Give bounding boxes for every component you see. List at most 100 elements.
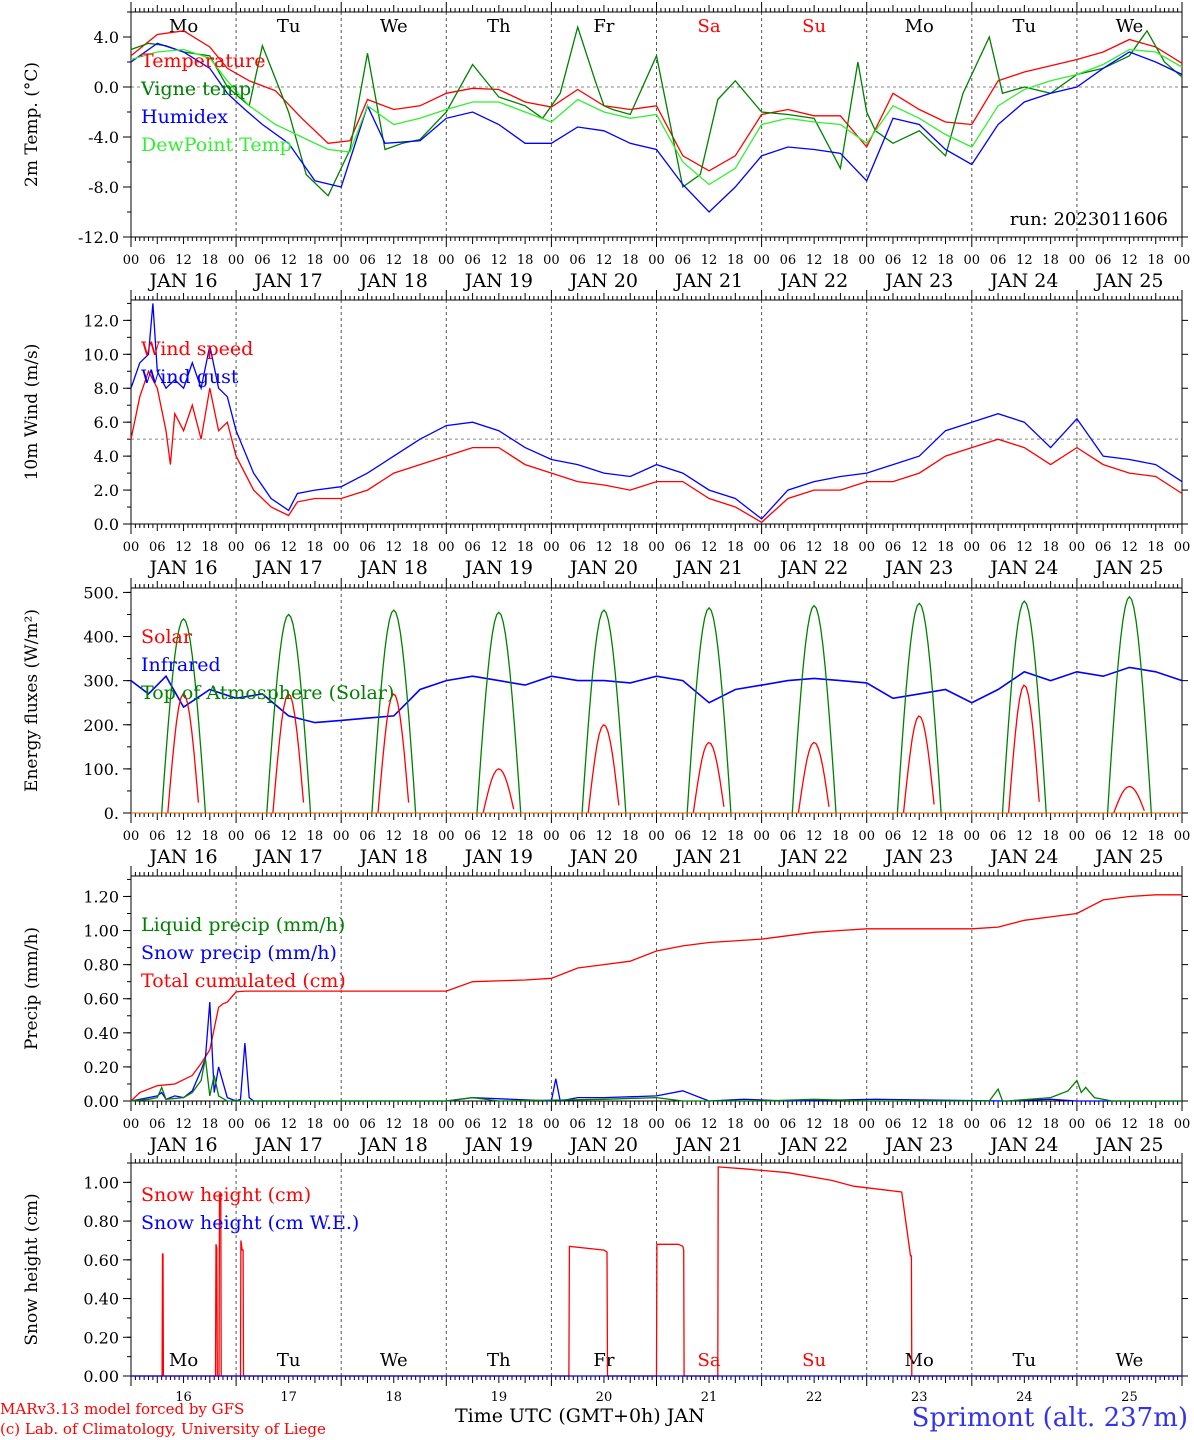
y-tick-label: -12.0 [78, 228, 119, 247]
hour-label: 12 [806, 253, 823, 268]
hour-label: 06 [885, 540, 902, 555]
legend-entry: Temperature [141, 50, 265, 72]
weekday-label: Mo [905, 16, 934, 37]
y-tick-label: 0.40 [83, 1290, 119, 1309]
hour-label: 00 [1069, 829, 1086, 844]
y-tick-label: -4.0 [88, 128, 119, 147]
series-toa-day-1 [161, 617, 207, 814]
y-tick-label: 0.80 [83, 1212, 119, 1231]
series-solar-day-9 [1007, 684, 1040, 814]
legend-entry: Wind speed [141, 338, 253, 360]
series-toa-day-6 [686, 606, 732, 814]
hour-label: 00 [753, 1117, 770, 1132]
hour-label: 06 [149, 1117, 166, 1132]
hour-label: 12 [701, 540, 718, 555]
hour-label: 00 [543, 253, 560, 268]
day-label: JAN 17 [253, 557, 323, 579]
hour-label: 12 [596, 829, 613, 844]
y-axis-title: Snow height (cm) [22, 1193, 42, 1345]
hour-label: 00 [123, 253, 140, 268]
y-tick-label: 0.0 [94, 515, 119, 534]
series-wind-gust [130, 303, 1183, 520]
hour-label: 12 [385, 253, 402, 268]
weekday-label: Sa [698, 16, 721, 37]
panel-2: 12.0 10.0 8.0 6.0 4.0 2.0 0.0 10m Wind (m/s) 00 0… [22, 290, 1190, 579]
hour-label: 12 [175, 253, 192, 268]
series-toa-day-3 [371, 609, 417, 814]
weekday-label: We [1116, 1350, 1144, 1371]
hour-label: 12 [1016, 829, 1033, 844]
weekday-label: Fr [593, 1350, 614, 1371]
hour-label: 18 [307, 253, 324, 268]
hour-label: 18 [412, 253, 429, 268]
series-liquid-precip-mm-h- [130, 1058, 1182, 1102]
hour-label: 18 [622, 829, 639, 844]
day-label: JAN 22 [778, 1134, 848, 1156]
plot-frame [130, 299, 1183, 525]
day-number: 21 [701, 1390, 718, 1405]
series-toa-day-8 [896, 602, 942, 814]
hour-label: 12 [596, 540, 613, 555]
hour-label: 06 [1095, 829, 1112, 844]
hour-label: 12 [701, 253, 718, 268]
hour-label: 18 [937, 1117, 954, 1132]
hour-label: 00 [438, 829, 455, 844]
day-number: 24 [1016, 1390, 1033, 1405]
hour-label: 00 [228, 1117, 245, 1132]
series-vigne-temp [130, 24, 1183, 197]
hour-label: 18 [727, 829, 744, 844]
hour-label: 06 [1095, 540, 1112, 555]
day-label: JAN 21 [673, 557, 743, 579]
hour-label: 06 [359, 829, 376, 844]
hour-label: 06 [569, 1117, 586, 1132]
day-label: JAN 25 [1093, 557, 1163, 579]
hour-label: 00 [964, 1117, 981, 1132]
hour-label: 18 [832, 540, 849, 555]
day-number: 22 [806, 1390, 823, 1405]
series-toa-day-9 [1001, 600, 1047, 814]
hour-label: 06 [885, 1117, 902, 1132]
hour-label: 18 [832, 253, 849, 268]
hour-label: 18 [622, 540, 639, 555]
hour-label: 00 [964, 829, 981, 844]
hour-label: 12 [911, 540, 928, 555]
series-solar-day-2 [272, 693, 305, 814]
y-tick-label: 0.20 [83, 1058, 119, 1077]
hour-label: 12 [491, 829, 508, 844]
credits-line-2: (c) Lab. of Climatology, University of L… [0, 1420, 326, 1438]
day-number: 25 [1121, 1390, 1138, 1405]
series-toa-day-7 [791, 604, 837, 814]
hour-label: 06 [990, 540, 1007, 555]
hour-label: 06 [464, 1117, 481, 1132]
hour-label: 12 [911, 253, 928, 268]
hour-label: 00 [228, 829, 245, 844]
hour-label: 18 [517, 253, 534, 268]
day-label: JAN 18 [358, 1134, 428, 1156]
day-label: JAN 19 [463, 1134, 533, 1156]
day-label: JAN 23 [883, 557, 953, 579]
hour-label: 06 [780, 1117, 797, 1132]
hour-label: 00 [228, 540, 245, 555]
hour-label: 18 [517, 829, 534, 844]
legend-entry: Snow height (cm) [141, 1184, 311, 1206]
hour-label: 18 [727, 540, 744, 555]
hour-label: 06 [675, 1117, 692, 1132]
weekday-label: Mo [905, 1350, 934, 1371]
hour-label: 12 [175, 540, 192, 555]
hour-label: 00 [858, 540, 875, 555]
hour-label: 18 [307, 1117, 324, 1132]
day-number: 20 [596, 1390, 613, 1405]
hour-label: 12 [280, 253, 297, 268]
day-label: JAN 23 [883, 1134, 953, 1156]
y-tick-label: 12.0 [83, 311, 119, 330]
hour-label: 06 [149, 540, 166, 555]
hour-label: 06 [990, 1117, 1007, 1132]
weekday-label: Th [487, 1350, 511, 1371]
y-axis-title: Precip (mm/h) [22, 927, 42, 1050]
hour-label: 18 [727, 253, 744, 268]
y-tick-label: 4.0 [94, 447, 119, 466]
hour-label: 00 [123, 1117, 140, 1132]
hour-label: 06 [254, 829, 271, 844]
hour-label: 06 [780, 253, 797, 268]
day-label: JAN 23 [883, 270, 953, 292]
